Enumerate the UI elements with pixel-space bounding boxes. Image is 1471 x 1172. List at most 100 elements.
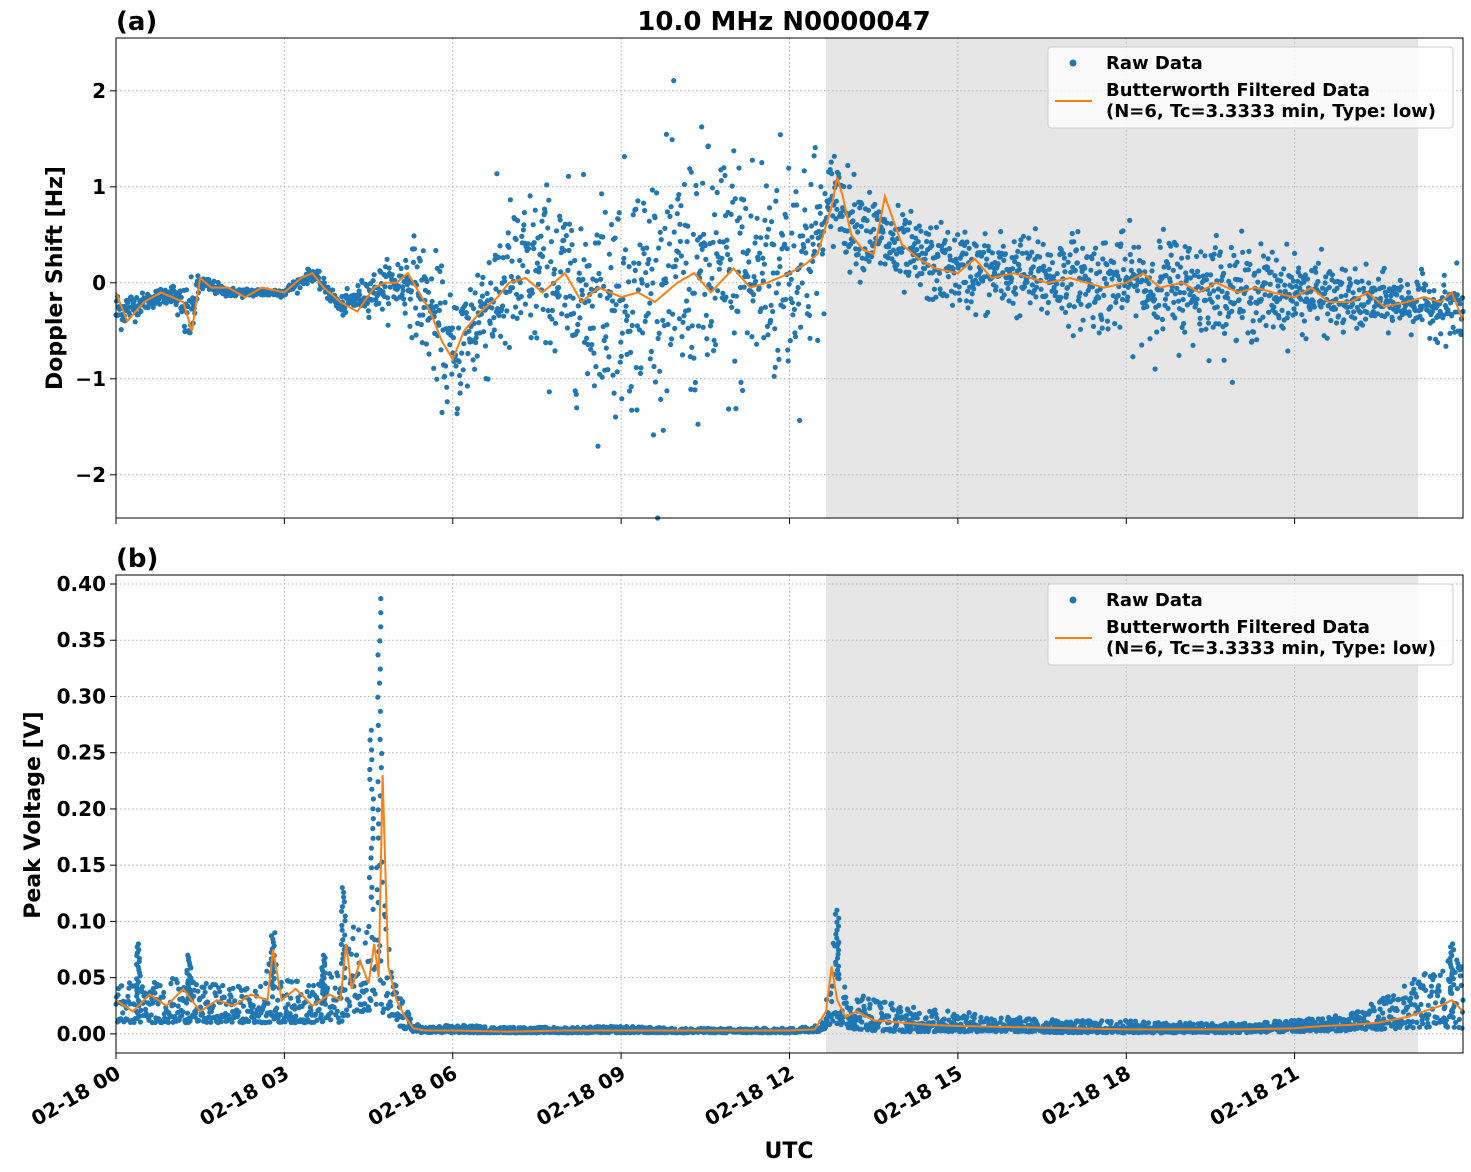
raw-data-point — [193, 981, 199, 988]
raw-data-point — [851, 202, 858, 208]
raw-data-point — [442, 373, 448, 379]
raw-data-point — [808, 181, 814, 187]
raw-data-point — [598, 276, 604, 282]
raw-data-point — [549, 316, 555, 322]
raw-data-point — [1339, 280, 1345, 286]
raw-data-point — [833, 198, 840, 204]
raw-data-point — [1146, 281, 1152, 287]
raw-data-point — [882, 999, 888, 1005]
raw-data-point — [704, 352, 711, 358]
raw-data-point — [586, 262, 592, 269]
raw-data-point — [613, 414, 619, 420]
raw-data-point — [1177, 264, 1184, 270]
raw-data-point — [1068, 269, 1074, 275]
raw-data-point — [788, 296, 794, 302]
raw-data-point — [132, 1002, 138, 1008]
raw-data-point — [1255, 289, 1261, 295]
raw-data-point — [1332, 306, 1339, 312]
raw-data-point — [1282, 282, 1288, 288]
raw-data-point — [694, 254, 700, 260]
raw-data-point — [500, 303, 506, 309]
raw-data-point — [457, 390, 463, 396]
raw-data-point — [1219, 288, 1225, 294]
raw-data-point — [623, 303, 629, 309]
raw-data-point — [1229, 308, 1235, 314]
raw-data-point — [447, 342, 453, 348]
raw-data-point — [753, 278, 759, 284]
raw-data-point — [855, 251, 861, 258]
raw-data-point — [821, 311, 827, 317]
raw-data-point — [289, 979, 295, 985]
raw-data-point — [686, 286, 692, 292]
raw-data-point — [677, 238, 684, 244]
raw-data-point — [387, 284, 393, 290]
raw-data-point — [745, 273, 751, 280]
raw-data-point — [648, 348, 655, 355]
raw-data-point — [736, 215, 743, 221]
raw-data-point — [1203, 326, 1209, 332]
raw-data-point — [1313, 269, 1319, 275]
raw-data-point — [1053, 289, 1059, 295]
raw-data-point — [1194, 253, 1200, 259]
raw-data-point — [344, 1007, 350, 1013]
raw-data-point — [115, 992, 121, 998]
raw-data-point — [1211, 288, 1217, 294]
raw-data-point — [1278, 271, 1284, 277]
raw-data-point — [533, 303, 539, 309]
raw-data-point — [335, 1015, 341, 1021]
raw-data-point — [954, 260, 960, 267]
raw-data-point — [473, 335, 479, 341]
raw-data-point — [1222, 330, 1228, 336]
raw-data-point — [1265, 256, 1271, 262]
raw-data-point — [906, 220, 913, 226]
raw-data-point — [332, 985, 338, 991]
raw-data-point — [665, 263, 672, 269]
raw-data-point — [686, 307, 692, 313]
raw-data-point — [898, 1008, 904, 1015]
raw-data-point — [139, 984, 145, 990]
raw-data-point — [510, 314, 516, 320]
raw-data-point — [453, 363, 459, 369]
raw-data-point — [995, 261, 1001, 267]
raw-data-point — [766, 205, 773, 211]
raw-data-point — [697, 234, 703, 240]
raw-data-point — [679, 334, 685, 340]
raw-data-point — [1175, 273, 1181, 280]
raw-data-point — [749, 334, 755, 340]
raw-data-point — [196, 1017, 202, 1024]
raw-data-point — [714, 189, 720, 196]
raw-data-point — [931, 286, 938, 292]
raw-data-point — [743, 205, 749, 212]
raw-data-point — [433, 303, 439, 309]
raw-data-point — [1116, 277, 1122, 283]
raw-data-point — [884, 220, 890, 226]
raw-data-point — [938, 219, 944, 225]
raw-data-point — [839, 213, 845, 219]
raw-data-point — [791, 243, 797, 249]
raw-data-point — [1114, 269, 1120, 275]
raw-data-point — [621, 154, 628, 160]
raw-data-point — [689, 323, 695, 329]
raw-data-point — [1019, 250, 1026, 256]
raw-data-point — [1072, 267, 1078, 273]
raw-data-point — [385, 990, 391, 996]
raw-data-point — [217, 989, 223, 995]
raw-data-point — [1077, 290, 1083, 296]
raw-data-point — [1089, 256, 1095, 262]
raw-data-point — [947, 253, 953, 259]
raw-data-point — [1090, 315, 1096, 321]
raw-data-point — [183, 1000, 190, 1006]
raw-data-point — [1111, 259, 1117, 266]
raw-data-point — [615, 216, 621, 222]
raw-data-point — [969, 291, 975, 297]
raw-data-point — [929, 243, 935, 249]
raw-data-point — [843, 249, 849, 255]
raw-data-point — [660, 317, 666, 323]
raw-data-point — [771, 373, 777, 379]
raw-data-point — [644, 245, 650, 251]
raw-data-point — [152, 990, 158, 996]
raw-data-point — [989, 250, 996, 256]
raw-data-point — [610, 372, 616, 378]
raw-data-point — [799, 248, 805, 254]
raw-data-point — [690, 231, 697, 237]
